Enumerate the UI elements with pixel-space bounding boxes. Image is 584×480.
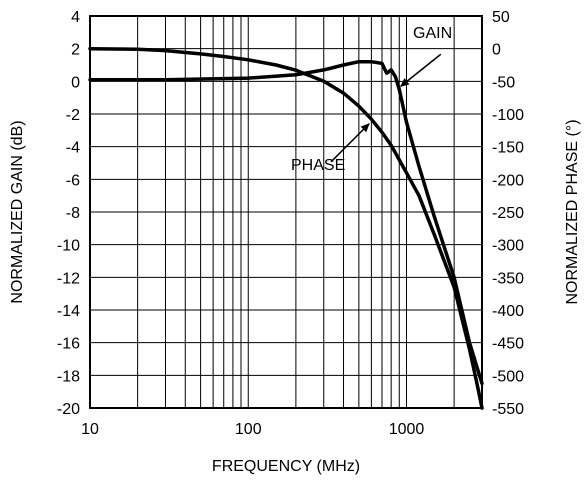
y-left-tick-label: -16 — [57, 336, 80, 353]
y-axis-left-label: NORMALIZED GAIN (dB) — [9, 120, 26, 303]
annotation-arrow — [399, 53, 442, 87]
y-left-tick-label: 4 — [71, 9, 80, 26]
y-right-tick-label: -400 — [492, 303, 524, 320]
y-left-tick-label: -14 — [57, 303, 80, 320]
series-line-phase — [88, 46, 484, 410]
y-left-tick-label: -20 — [57, 401, 80, 418]
y-left-tick-label: 2 — [71, 42, 80, 59]
series-layer — [88, 46, 484, 410]
grid — [90, 16, 482, 408]
series-line-gain — [88, 59, 484, 386]
y-left-tick-label: -2 — [66, 107, 80, 124]
tick-labels: 4 2 0 -2 -4 -6 -8 -10 -12 -14 -16 -18 -20 50 0 -50 -100 -… — [57, 9, 524, 438]
y-left-tick-label: 0 — [71, 74, 80, 91]
y-right-tick-label: -150 — [492, 140, 524, 157]
x-tick-label: 1000 — [389, 421, 425, 438]
y-left-tick-label: -4 — [66, 140, 80, 157]
y-axis-right-label: NORMALIZED PHASE (°) — [564, 119, 581, 304]
y-right-tick-label: -500 — [492, 368, 524, 385]
y-right-tick-label: -300 — [492, 238, 524, 255]
y-right-tick-label: -100 — [492, 107, 524, 124]
plot-frame — [89, 15, 483, 409]
x-tick-label: 10 — [81, 421, 99, 438]
y-right-tick-label: -50 — [492, 74, 515, 91]
x-axis-label: FREQUENCY (MHz) — [212, 458, 360, 475]
y-right-tick-label: -200 — [492, 172, 524, 189]
y-right-tick-label: 50 — [492, 9, 510, 26]
y-left-tick-label: -18 — [57, 368, 80, 385]
y-right-tick-label: -250 — [492, 205, 524, 222]
y-left-tick-label: -6 — [66, 172, 80, 189]
annotation-arrow — [330, 123, 370, 163]
annotation-label-gain: GAIN — [413, 25, 452, 42]
x-tick-label: 100 — [235, 421, 262, 438]
y-left-tick-label: -8 — [66, 205, 80, 222]
y-right-tick-label: 0 — [492, 42, 501, 59]
y-right-tick-label: -350 — [492, 270, 524, 287]
annotations: GAIN PHASE — [291, 25, 452, 174]
y-left-tick-label: -12 — [57, 270, 80, 287]
y-left-tick-label: -10 — [57, 238, 80, 255]
y-right-tick-label: -450 — [492, 336, 524, 353]
y-right-tick-label: -550 — [492, 401, 524, 418]
annotation-label-phase: PHASE — [291, 157, 345, 174]
